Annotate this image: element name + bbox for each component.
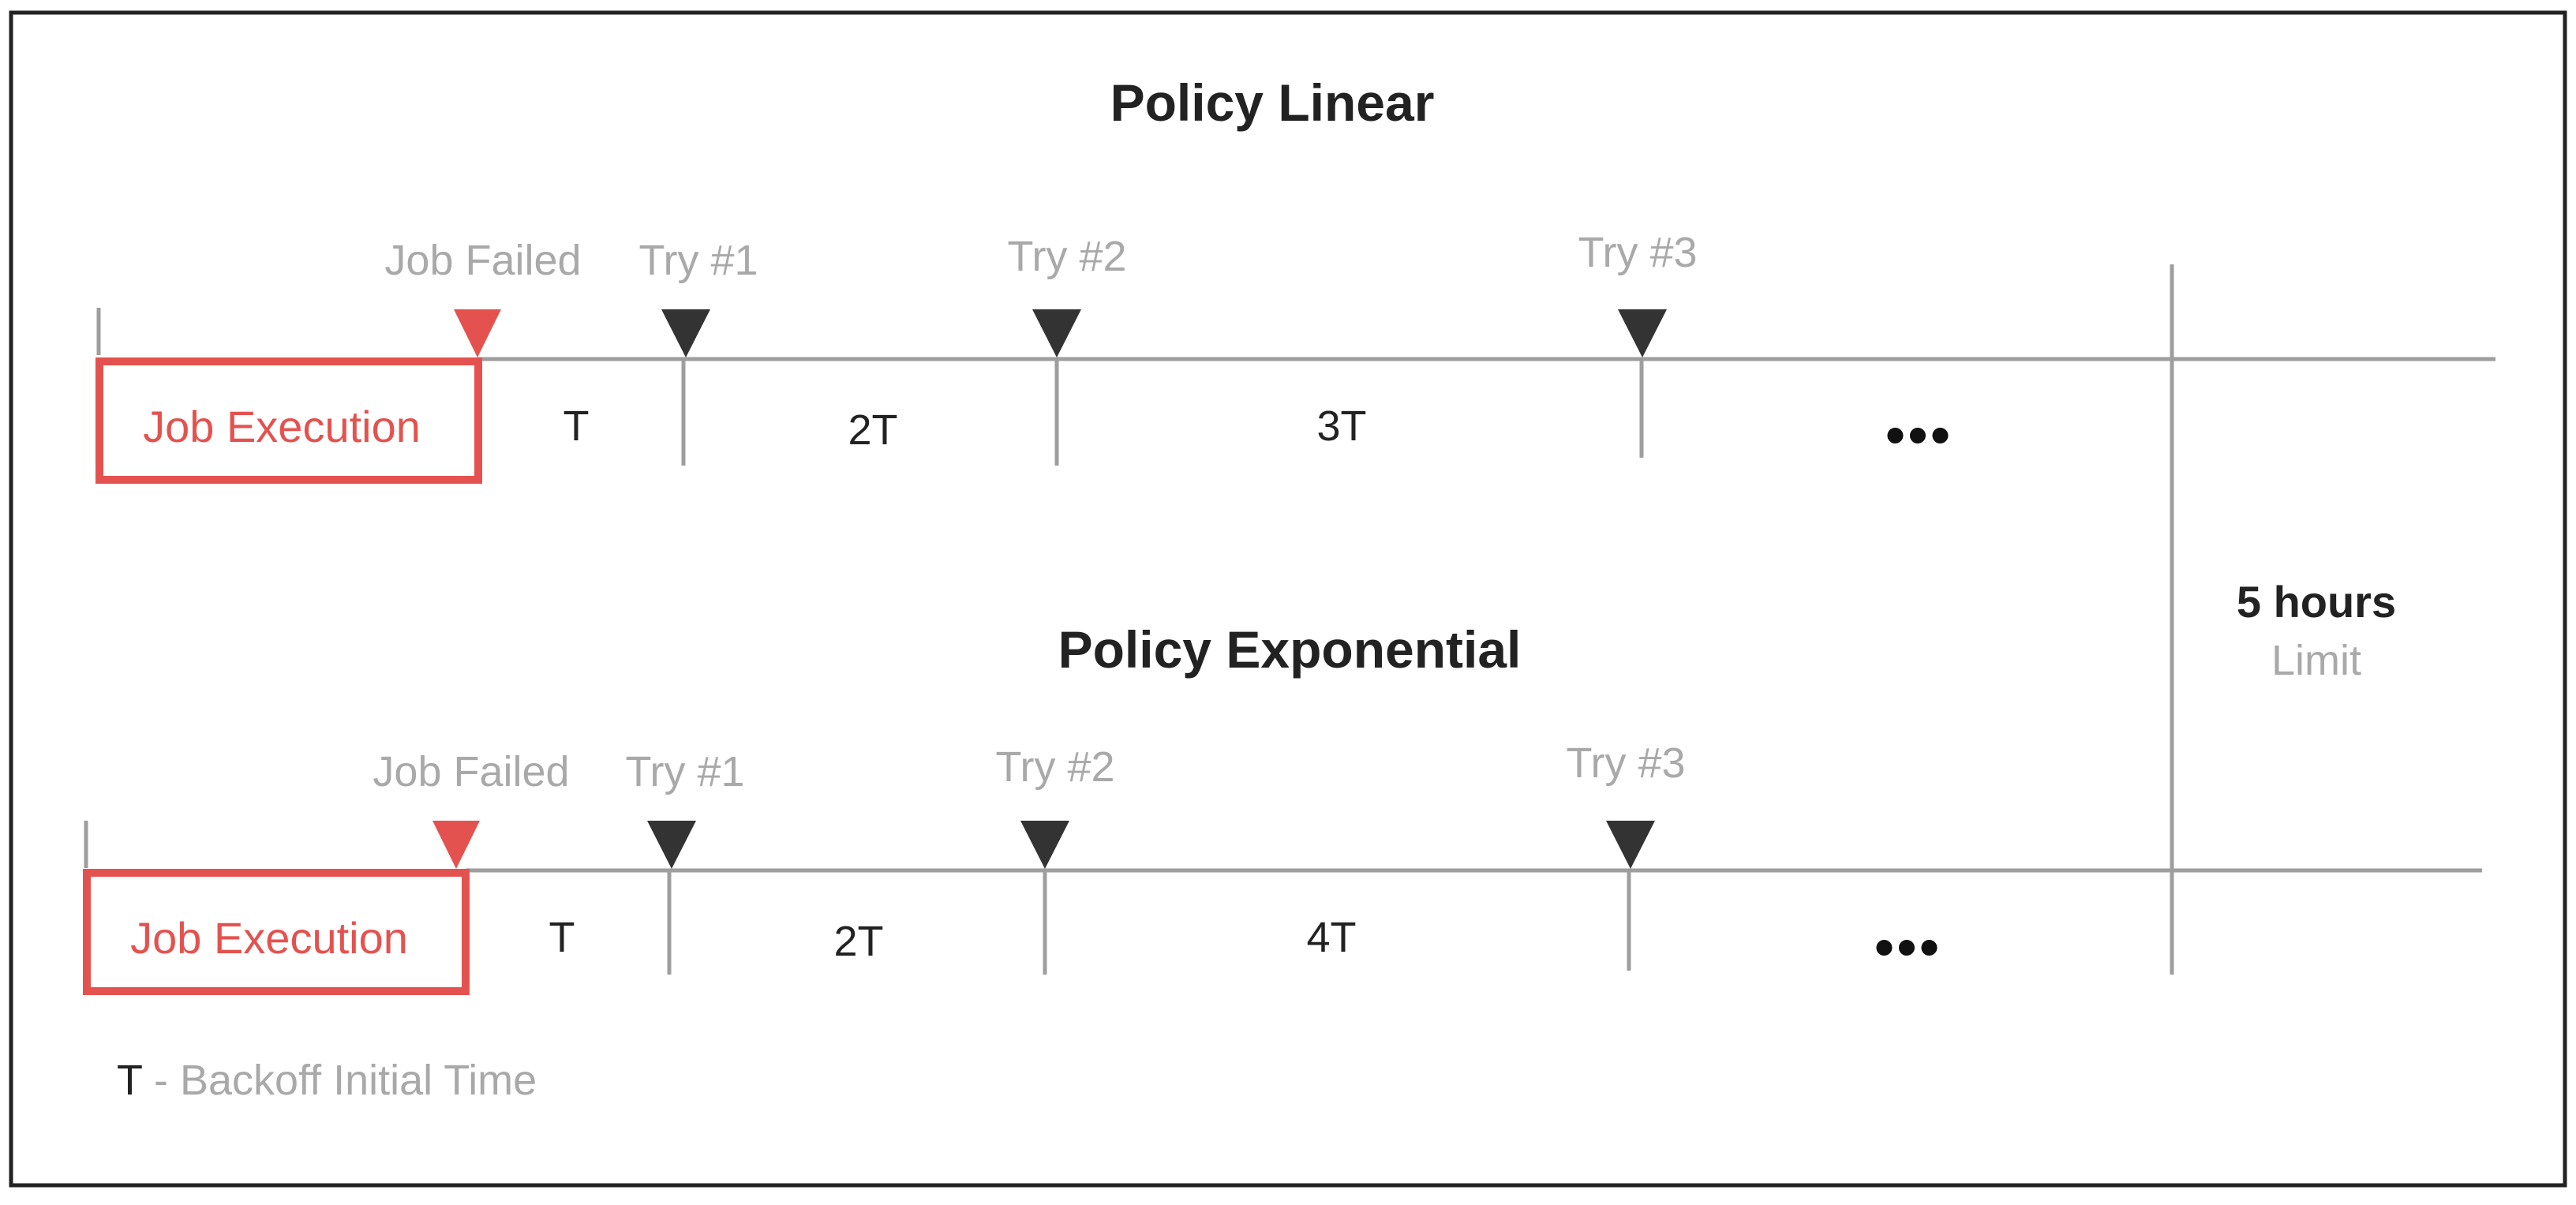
continuation-ellipsis: •••	[1885, 404, 1953, 466]
try-1-marker-icon	[661, 309, 710, 357]
policy-exponential-timeline: Policy Exponential Job Execution Job Fai…	[83, 620, 2482, 995]
job-failed-label: Job Failed	[373, 748, 569, 795]
job-execution-label: Job Execution	[143, 402, 421, 451]
interval-label: T	[564, 402, 590, 450]
try-2-label: Try #2	[995, 743, 1114, 791]
interval-label: 3T	[1316, 402, 1366, 450]
try-3-marker-icon	[1618, 309, 1667, 357]
policy-title: Policy Linear	[1110, 73, 1435, 132]
interval-label: 2T	[833, 918, 883, 965]
try-2-marker-icon	[1032, 309, 1081, 357]
interval-label: 4T	[1306, 914, 1356, 961]
job-failed-marker-icon	[454, 309, 501, 357]
limit-label: Limit	[2271, 637, 2361, 684]
limit-value: 5 hours	[2237, 577, 2396, 627]
try-2-marker-icon	[1020, 821, 1069, 869]
job-execution-box	[95, 357, 482, 484]
try-1-marker-icon	[647, 821, 696, 869]
job-execution-label: Job Execution	[130, 913, 408, 963]
try-1-label: Try #1	[625, 748, 744, 795]
try-3-marker-icon	[1606, 821, 1655, 869]
try-2-label: Try #2	[1007, 233, 1126, 280]
policy-title: Policy Exponential	[1058, 620, 1522, 679]
legend-symbol: T	[117, 1057, 142, 1104]
job-execution-box	[83, 869, 470, 995]
legend: T - Backoff Initial Time	[117, 1057, 537, 1104]
interval-label: T	[549, 914, 575, 961]
policy-linear-timeline: Policy Linear Job Execution Job Failed T…	[95, 73, 2496, 484]
try-3-label: Try #3	[1578, 229, 1697, 276]
try-1-label: Try #1	[638, 237, 758, 284]
try-3-label: Try #3	[1566, 739, 1685, 787]
interval-label: 2T	[848, 406, 897, 454]
legend-text: - Backoff Initial Time	[142, 1057, 537, 1104]
continuation-ellipsis: •••	[1874, 916, 1942, 978]
job-failed-marker-icon	[432, 821, 480, 869]
diagram-frame	[9, 10, 2567, 1188]
job-failed-label: Job Failed	[384, 237, 581, 284]
